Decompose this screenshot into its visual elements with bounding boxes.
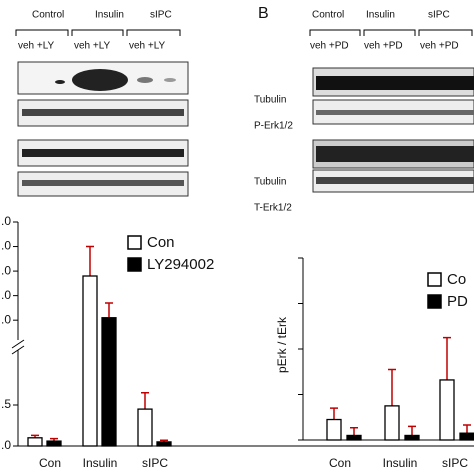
- lane-label: veh +LY: [74, 41, 111, 52]
- error-bar: [86, 245, 94, 276]
- legend-label: Co: [447, 271, 466, 288]
- x-tick-label: Con: [329, 456, 351, 470]
- error-bar: [141, 391, 149, 410]
- y-tick-label: .5: [1, 397, 11, 411]
- bar: [46, 440, 62, 447]
- blot-images: [17, 61, 474, 197]
- error-bar: [350, 426, 358, 436]
- lane-brackets: [15, 29, 473, 36]
- bar: [384, 405, 400, 441]
- y-tick-label: .0: [1, 288, 11, 302]
- bar: [101, 317, 117, 447]
- row-label: P-Erk1/2: [254, 121, 293, 132]
- lane-label: veh +PD: [364, 41, 403, 52]
- legend-label: LY294002: [147, 256, 214, 273]
- bar: [439, 379, 455, 441]
- y-tick-label: .0: [1, 438, 11, 452]
- legend-label: PD: [447, 293, 468, 310]
- y-axis-label: pErk / tErk: [275, 316, 289, 373]
- y-tick-label: .0: [1, 214, 11, 228]
- error-bar: [408, 425, 416, 436]
- bar: [82, 275, 98, 447]
- x-tick-label: sIPC: [442, 456, 468, 470]
- lane-label: veh +PD: [310, 41, 349, 52]
- bar: [27, 437, 43, 447]
- group-label: sIPC: [428, 10, 450, 21]
- bar: [404, 434, 420, 441]
- error-bar: [105, 302, 113, 318]
- group-label: sIPC: [150, 10, 172, 21]
- bar: [156, 441, 172, 447]
- x-tick-label: Insulin: [83, 456, 118, 470]
- error-bar: [443, 336, 451, 380]
- x-tick-label: Insulin: [383, 456, 418, 470]
- error-bar: [330, 407, 338, 420]
- row-label: T-Erk1/2: [254, 203, 292, 214]
- y-tick-label: .0: [1, 312, 11, 326]
- legend-swatch: [427, 294, 442, 309]
- group-label: Control: [32, 10, 64, 21]
- error-bar: [463, 424, 471, 434]
- row-label: Tubulin: [254, 95, 286, 106]
- bar: [346, 434, 362, 441]
- group-label: Insulin: [366, 10, 395, 21]
- bar: [137, 408, 153, 447]
- legend-label: Con: [147, 234, 175, 251]
- legend-swatch: [127, 257, 142, 272]
- legend-swatch: [127, 235, 142, 250]
- lane-label: veh +LY: [129, 41, 166, 52]
- bar: [326, 418, 342, 441]
- y-tick-label: .0: [1, 263, 11, 277]
- row-label: Tubulin: [254, 177, 286, 188]
- error-bar: [388, 368, 396, 406]
- bar: [459, 432, 474, 441]
- lane-label: veh +PD: [420, 41, 459, 52]
- group-label: Control: [312, 10, 344, 21]
- lane-label: veh +LY: [18, 41, 55, 52]
- x-tick-label: sIPC: [142, 456, 168, 470]
- x-tick-label: Con: [39, 456, 61, 470]
- y-tick-label: .0: [1, 239, 11, 253]
- panel-label: B: [258, 5, 269, 22]
- group-label: Insulin: [95, 10, 124, 21]
- legend-swatch: [427, 272, 442, 287]
